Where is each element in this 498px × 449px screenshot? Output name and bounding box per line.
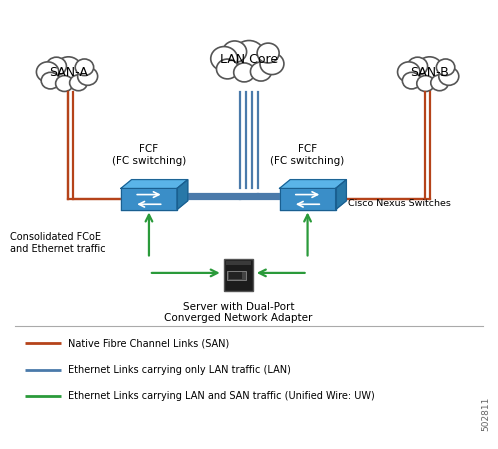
Circle shape xyxy=(211,47,238,70)
Circle shape xyxy=(78,67,98,85)
Text: LAN Core: LAN Core xyxy=(220,53,278,66)
Text: Cisco Nexus Switches: Cisco Nexus Switches xyxy=(348,199,451,208)
Text: Native Fibre Channel Links (SAN): Native Fibre Channel Links (SAN) xyxy=(68,338,230,348)
Circle shape xyxy=(417,75,434,92)
Circle shape xyxy=(234,63,255,82)
Circle shape xyxy=(250,62,271,81)
Text: FCF
(FC switching): FCF (FC switching) xyxy=(112,145,186,166)
Circle shape xyxy=(257,43,279,63)
Polygon shape xyxy=(177,180,188,210)
Circle shape xyxy=(439,67,459,85)
Polygon shape xyxy=(279,189,336,210)
Circle shape xyxy=(46,57,66,75)
Circle shape xyxy=(234,40,264,68)
Circle shape xyxy=(397,62,420,82)
Polygon shape xyxy=(121,180,188,189)
FancyBboxPatch shape xyxy=(224,259,253,291)
Text: Server with Dual-Port
Converged Network Adapter: Server with Dual-Port Converged Network … xyxy=(164,302,312,323)
Text: SAN-B: SAN-B xyxy=(410,66,449,79)
FancyBboxPatch shape xyxy=(229,273,242,279)
Circle shape xyxy=(75,59,94,75)
Circle shape xyxy=(260,53,284,75)
Text: Consolidated FCoE
and Ethernet traffic: Consolidated FCoE and Ethernet traffic xyxy=(10,232,106,254)
Circle shape xyxy=(436,59,455,75)
Circle shape xyxy=(407,57,428,75)
FancyBboxPatch shape xyxy=(227,271,246,280)
Circle shape xyxy=(431,75,448,91)
Circle shape xyxy=(70,75,87,91)
Text: 502811: 502811 xyxy=(481,397,490,431)
Polygon shape xyxy=(336,180,347,210)
Circle shape xyxy=(56,57,81,80)
Text: SAN-A: SAN-A xyxy=(49,66,88,79)
Circle shape xyxy=(36,62,59,82)
Circle shape xyxy=(41,72,60,89)
Circle shape xyxy=(217,59,239,79)
Polygon shape xyxy=(121,189,177,210)
Circle shape xyxy=(56,75,73,92)
FancyBboxPatch shape xyxy=(226,261,251,265)
Polygon shape xyxy=(279,180,347,189)
Circle shape xyxy=(417,57,442,80)
Circle shape xyxy=(223,41,247,62)
Text: Ethernet Links carrying LAN and SAN traffic (Unified Wire: UW): Ethernet Links carrying LAN and SAN traf… xyxy=(68,391,375,401)
Text: Ethernet Links carrying only LAN traffic (LAN): Ethernet Links carrying only LAN traffic… xyxy=(68,365,291,375)
Circle shape xyxy=(402,72,421,89)
Text: FCF
(FC switching): FCF (FC switching) xyxy=(270,145,345,166)
